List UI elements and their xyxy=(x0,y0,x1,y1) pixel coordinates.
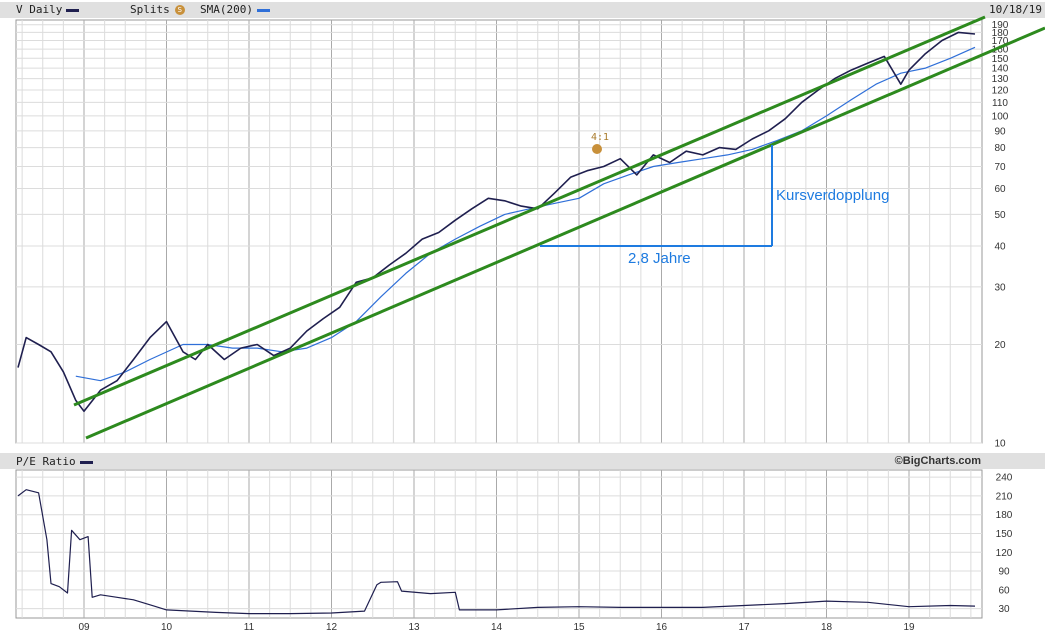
x-tick-label: 16 xyxy=(656,622,668,633)
upper-y-tick-label: 180 xyxy=(992,28,1009,39)
x-tick-label: 14 xyxy=(491,622,503,633)
upper-y-tick-label: 90 xyxy=(994,126,1006,137)
upper-y-tick-label: 140 xyxy=(992,64,1009,75)
upper-y-tick-label: 130 xyxy=(992,74,1009,85)
x-tick-label: 19 xyxy=(903,622,915,633)
x-tick-label: 11 xyxy=(244,622,255,633)
lower-panel-frame xyxy=(15,469,983,619)
upper-y-tick-label: 50 xyxy=(994,210,1006,221)
doubling-label: Kursverdopplung xyxy=(776,187,889,204)
splits-legend: Splits S xyxy=(130,3,185,16)
upper-y-tick-label: 110 xyxy=(992,98,1008,109)
x-tick-label: 09 xyxy=(78,622,90,633)
x-tick-label: 15 xyxy=(573,622,585,633)
pe-swatch-icon xyxy=(79,460,93,464)
lower-y-tick-label: 210 xyxy=(996,491,1013,502)
upper-y-tick-label: 40 xyxy=(994,242,1006,253)
series-layer xyxy=(17,31,976,615)
pe-ratio-line xyxy=(17,489,976,615)
upper-header-bar xyxy=(0,2,1045,18)
sma-label: SMA(200) xyxy=(200,3,253,16)
lower-y-ticks: 30 60 90 120 150 180 210 240 xyxy=(996,473,1013,615)
annotation-layer: Kursverdopplung 2,8 Jahre 4:1 xyxy=(540,132,889,267)
lower-header-bar xyxy=(0,453,1045,469)
lower-y-tick-label: 240 xyxy=(996,473,1013,484)
channel-lower-line xyxy=(85,26,1045,440)
x-axis-ticks: 09 10 11 12 13 14 15 16 17 18 19 xyxy=(78,622,915,633)
x-tick-label: 13 xyxy=(408,622,420,633)
upper-y-tick-label: 100 xyxy=(992,111,1009,122)
x-tick-label: 18 xyxy=(821,622,833,633)
upper-grid xyxy=(15,19,983,444)
upper-y-tick-label: 80 xyxy=(994,143,1006,154)
upper-y-tick-label: 10 xyxy=(994,439,1006,450)
upper-y-ticks: 1020304050607080901001101201301401501601… xyxy=(992,20,1009,449)
upper-y-tick-label: 70 xyxy=(994,162,1006,173)
lower-y-tick-label: 150 xyxy=(996,529,1013,540)
channel-upper-line xyxy=(73,15,986,407)
lower-y-tick-label: 180 xyxy=(996,510,1013,521)
duration-label: 2,8 Jahre xyxy=(628,250,691,267)
ticker-label: V Daily xyxy=(16,3,63,16)
lower-y-tick-label: 90 xyxy=(998,567,1010,578)
pe-label: P/E Ratio xyxy=(16,455,76,468)
upper-y-tick-label: 190 xyxy=(992,20,1009,31)
x-tick-label: 10 xyxy=(161,622,173,633)
x-tick-label: 12 xyxy=(326,622,338,633)
split-marker-icon: S xyxy=(174,5,185,15)
lower-grid xyxy=(15,469,983,619)
upper-y-tick-label: 170 xyxy=(992,36,1009,47)
trend-channel xyxy=(73,15,1045,440)
lower-y-tick-label: 60 xyxy=(998,585,1010,596)
split-event-icon xyxy=(592,144,602,154)
pe-legend: P/E Ratio xyxy=(16,455,93,468)
x-tick-label: 17 xyxy=(738,622,750,633)
bigcharts-credit: ©BigCharts.com xyxy=(894,455,981,467)
lower-y-tick-label: 120 xyxy=(996,548,1013,559)
sma-200-line xyxy=(75,46,976,382)
split-ratio-label: 4:1 xyxy=(591,132,609,143)
price-line xyxy=(17,31,976,413)
upper-panel-frame xyxy=(15,19,983,444)
upper-y-tick-label: 160 xyxy=(992,45,1009,56)
lower-y-tick-label: 30 xyxy=(998,604,1010,615)
ticker-legend: V Daily xyxy=(16,3,80,16)
splits-label: Splits xyxy=(130,3,170,16)
chart-date: 10/18/19 xyxy=(989,3,1042,16)
sma-swatch-icon xyxy=(256,8,270,12)
upper-y-tick-label: 60 xyxy=(994,184,1006,195)
price-swatch-icon xyxy=(66,8,80,12)
upper-y-tick-label: 30 xyxy=(994,282,1006,293)
sma-legend: SMA(200) xyxy=(200,3,270,16)
upper-y-tick-label: 150 xyxy=(992,54,1009,65)
upper-y-tick-label: 20 xyxy=(994,340,1006,351)
upper-y-tick-label: 120 xyxy=(992,85,1009,96)
